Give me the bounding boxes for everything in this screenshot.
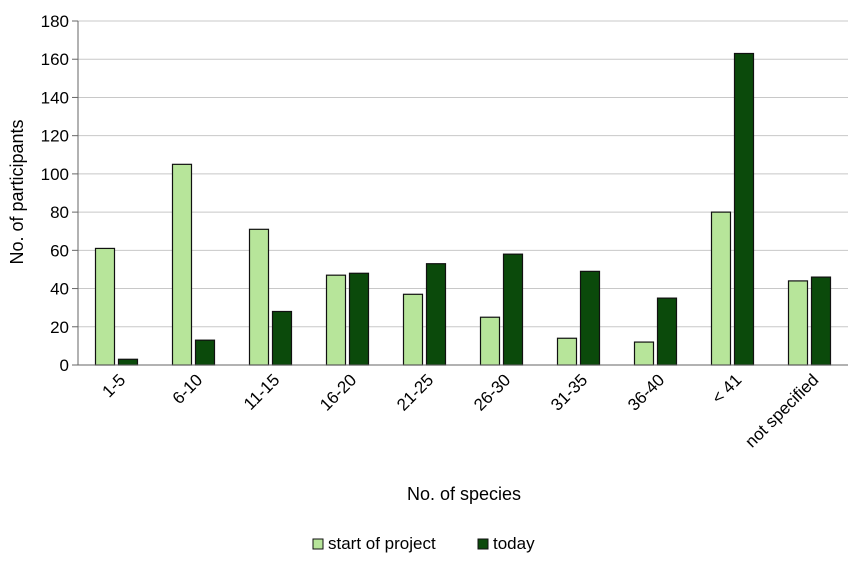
legend-swatch [312, 538, 324, 550]
bar-start-of-project-0 [94, 247, 116, 366]
y-axis-title: No. of participants [7, 119, 27, 264]
legend-label: start of project [328, 534, 436, 553]
x-tick-label: 21-25 [393, 370, 437, 414]
x-tick-label: < 41 [708, 370, 745, 407]
bar-start-of-project-1 [171, 163, 193, 366]
bar-today-9 [810, 276, 832, 366]
bar-today-8 [733, 52, 755, 366]
legend-swatch [477, 538, 489, 550]
bars [94, 52, 832, 366]
bar-start-of-project-9 [787, 280, 809, 366]
x-tick-label: 11-15 [240, 370, 283, 413]
bar-start-of-project-2 [248, 228, 270, 366]
y-tick-label: 160 [41, 50, 69, 69]
x-tick-label: 26-30 [470, 370, 514, 414]
y-tick-label: 20 [50, 318, 69, 337]
bar-today-2 [271, 310, 293, 366]
y-tick-label: 80 [50, 203, 69, 222]
axes [77, 21, 848, 366]
x-tick-label: 1-5 [99, 370, 130, 401]
bar-today-3 [348, 272, 370, 366]
x-tick-label: 31-35 [547, 370, 591, 414]
y-axis-ticks: 0 20 40 60 80 100 120 140 160 180 [41, 12, 78, 375]
x-tick-label: not specified [741, 370, 822, 451]
bar-start-of-project-7 [633, 341, 655, 366]
x-tick-label: 36-40 [624, 370, 668, 414]
bar-start-of-project-8 [710, 211, 732, 366]
x-tick-label: 6-10 [169, 370, 206, 407]
grid [78, 20, 848, 328]
bar-start-of-project-5 [479, 316, 501, 366]
x-tick-label: 16-20 [316, 370, 360, 414]
y-tick-label: 120 [41, 127, 69, 146]
bar-today-7 [656, 297, 678, 366]
y-tick-label: 60 [50, 241, 69, 260]
bar-today-4 [425, 263, 447, 366]
legend-label: today [493, 534, 535, 553]
y-tick-label: 100 [41, 165, 69, 184]
bar-today-0 [117, 358, 139, 366]
x-axis-title: No. of species [407, 484, 521, 504]
y-tick-label: 0 [60, 356, 69, 375]
y-tick-label: 180 [41, 12, 69, 31]
y-tick-label: 40 [50, 280, 69, 299]
legend: start of project today [312, 534, 535, 553]
x-axis-ticks: 1-5 6-10 11-15 16-20 21-25 26-30 31-35 36-40 < 4… [99, 370, 823, 451]
bar-start-of-project-3 [325, 274, 347, 366]
bar-today-5 [502, 253, 524, 366]
bar-start-of-project-6 [556, 337, 578, 366]
bar-today-1 [194, 339, 216, 366]
bar-today-6 [579, 270, 601, 366]
bar-start-of-project-4 [402, 293, 424, 366]
y-tick-label: 140 [41, 88, 69, 107]
